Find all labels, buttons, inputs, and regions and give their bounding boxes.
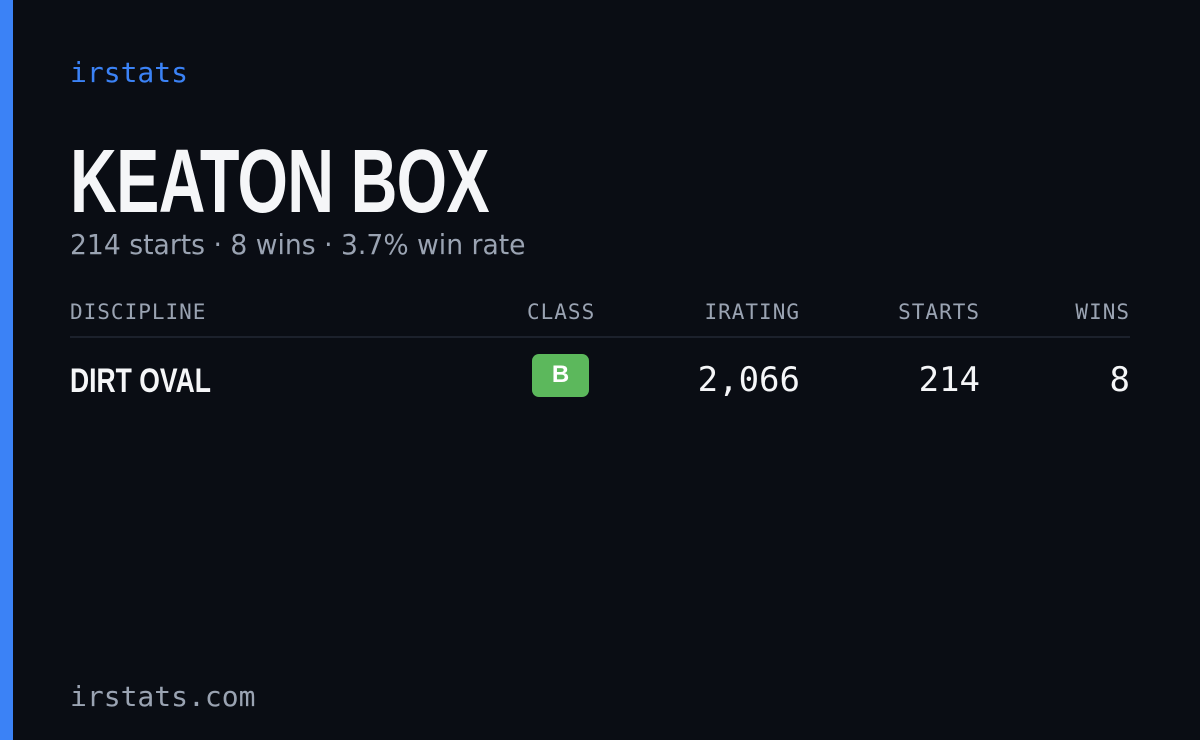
wins: 8 [1109, 360, 1130, 400]
header-discipline: DISCIPLINE [70, 300, 207, 324]
starts: 214 [918, 360, 980, 400]
header-class: CLASS [527, 300, 596, 324]
discipline: DIRT OVAL [70, 362, 211, 400]
header-irating: IRATING [704, 300, 800, 324]
header-starts: STARTS [898, 300, 980, 324]
brand: irstats [70, 56, 189, 89]
class-badge: B [532, 354, 589, 397]
accent-bar [0, 0, 13, 740]
header-rule [70, 336, 1130, 338]
driver-summary: 214 starts · 8 wins · 3.7% win rate [70, 228, 526, 261]
footer-url: irstats.com [70, 680, 256, 713]
header-wins: WINS [1075, 300, 1130, 324]
irating: 2,066 [697, 360, 800, 400]
driver-name: KEATON BOX [70, 132, 490, 232]
